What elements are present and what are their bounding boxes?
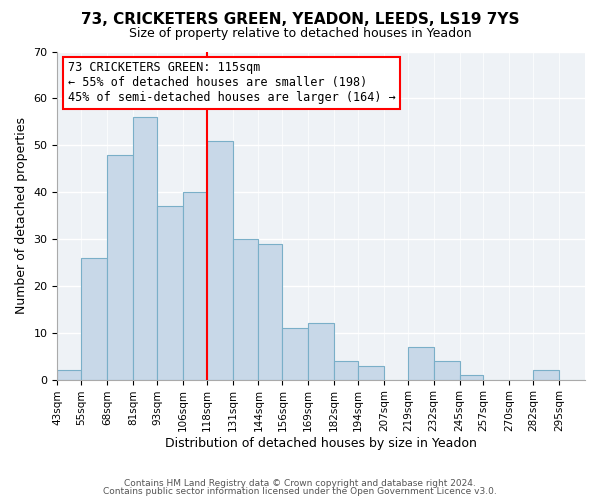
Bar <box>259 244 283 380</box>
Bar <box>334 361 358 380</box>
Bar <box>408 347 434 380</box>
Bar <box>358 366 384 380</box>
Text: Contains HM Land Registry data © Crown copyright and database right 2024.: Contains HM Land Registry data © Crown c… <box>124 478 476 488</box>
Bar <box>283 328 308 380</box>
Bar <box>207 140 233 380</box>
Bar <box>533 370 559 380</box>
Bar <box>157 206 183 380</box>
Bar <box>460 375 484 380</box>
Bar <box>434 361 460 380</box>
Bar <box>81 258 107 380</box>
Text: Size of property relative to detached houses in Yeadon: Size of property relative to detached ho… <box>128 28 472 40</box>
Bar <box>133 117 157 380</box>
X-axis label: Distribution of detached houses by size in Yeadon: Distribution of detached houses by size … <box>165 437 477 450</box>
Bar <box>107 154 133 380</box>
Bar <box>233 239 259 380</box>
Text: 73, CRICKETERS GREEN, YEADON, LEEDS, LS19 7YS: 73, CRICKETERS GREEN, YEADON, LEEDS, LS1… <box>81 12 519 28</box>
Text: Contains public sector information licensed under the Open Government Licence v3: Contains public sector information licen… <box>103 487 497 496</box>
Y-axis label: Number of detached properties: Number of detached properties <box>15 117 28 314</box>
Text: 73 CRICKETERS GREEN: 115sqm
← 55% of detached houses are smaller (198)
45% of se: 73 CRICKETERS GREEN: 115sqm ← 55% of det… <box>68 62 396 104</box>
Bar <box>58 370 81 380</box>
Bar <box>308 324 334 380</box>
Bar <box>183 192 207 380</box>
